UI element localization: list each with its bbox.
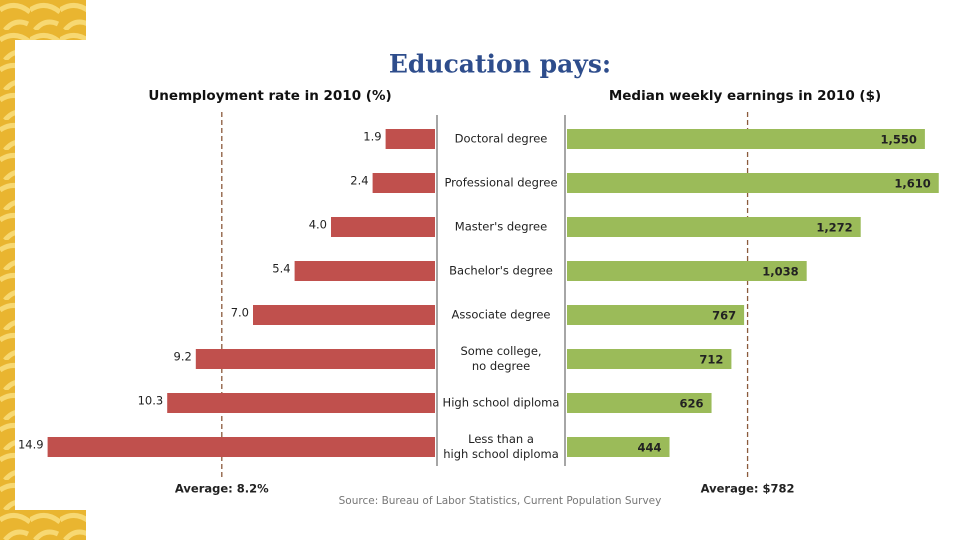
- bar: [567, 305, 745, 325]
- value-label: 1.9: [363, 130, 381, 144]
- bar: [294, 261, 435, 281]
- category-label: High school diploma: [442, 395, 560, 410]
- category-label: Bachelor's degree: [449, 263, 553, 278]
- bar: [385, 129, 435, 149]
- value-label: 9.2: [174, 350, 192, 364]
- value-label: 767: [712, 309, 736, 323]
- value-label: 444: [638, 441, 662, 455]
- bar: [567, 217, 861, 237]
- source: Source: Bureau of Labor Statistics, Curr…: [339, 495, 662, 507]
- value-label: 626: [680, 397, 704, 411]
- average-label: Average: $782: [701, 482, 795, 496]
- bar: [567, 349, 732, 369]
- bar: [195, 349, 435, 369]
- bar: [253, 305, 435, 325]
- bar: [167, 393, 435, 413]
- title: Education pays:: [389, 50, 611, 79]
- left-chart-title: Unemployment rate in 2010 (%): [148, 88, 391, 104]
- bar: [567, 173, 939, 193]
- value-label: 7.0: [231, 306, 249, 320]
- category-label: Professional degree: [444, 175, 558, 190]
- category-label: Less than a high school diploma: [443, 432, 559, 461]
- category-label: Associate degree: [451, 307, 551, 322]
- value-label: 1,272: [816, 221, 852, 235]
- bar: [567, 261, 807, 281]
- value-label: 4.0: [309, 218, 327, 232]
- value-label: 5.4: [272, 262, 290, 276]
- value-label: 10.3: [138, 394, 164, 408]
- category-label: Doctoral degree: [454, 131, 548, 146]
- value-label: 1,038: [762, 265, 798, 279]
- value-label: 1,550: [881, 133, 917, 147]
- right-chart-title: Median weekly earnings in 2010 ($): [609, 88, 881, 104]
- category-label: Some college, no degree: [460, 344, 542, 373]
- bar: [331, 217, 435, 237]
- bar: [567, 129, 925, 149]
- bar: [372, 173, 435, 193]
- bar: [567, 437, 670, 457]
- bar: [567, 393, 712, 413]
- average-label: Average: 8.2%: [175, 482, 269, 496]
- value-label: 14.9: [18, 438, 44, 452]
- value-label: 1,610: [894, 177, 930, 191]
- bar: [47, 437, 435, 457]
- value-label: 2.4: [350, 174, 368, 188]
- value-label: 712: [699, 353, 723, 367]
- category-label: Master's degree: [454, 219, 548, 234]
